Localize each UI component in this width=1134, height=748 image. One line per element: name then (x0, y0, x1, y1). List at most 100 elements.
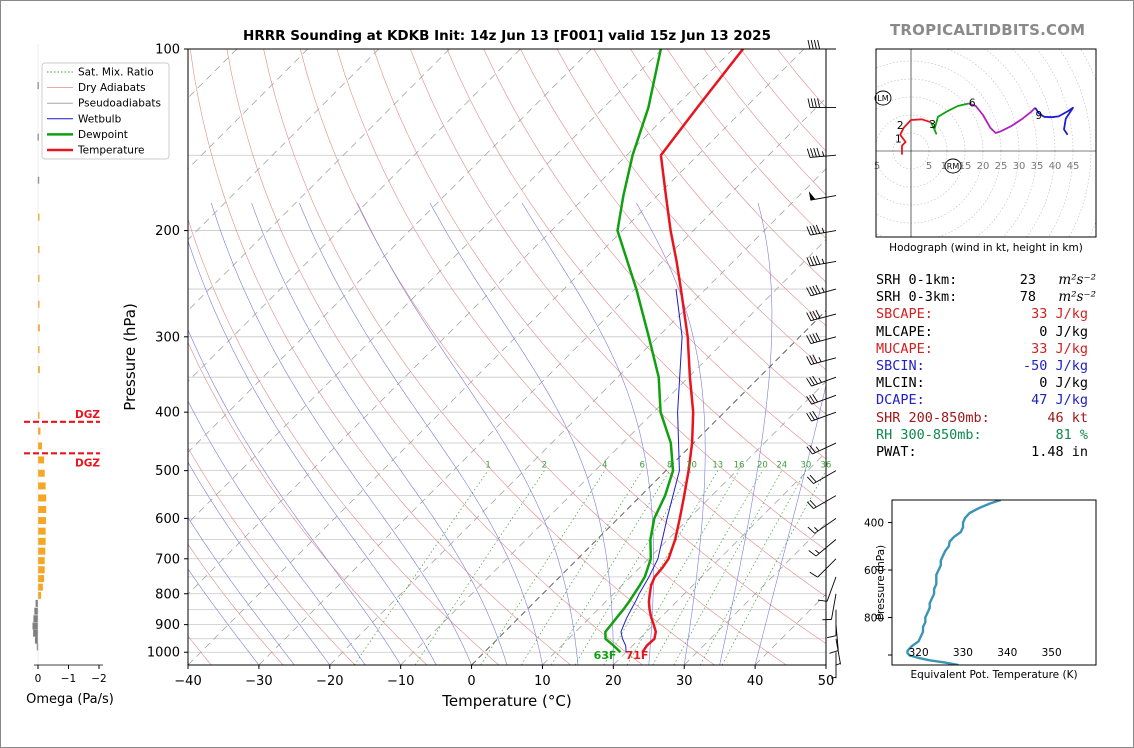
omega-bar (38, 566, 45, 574)
sounding-parameters: m²s⁻² SRH 0-1km: 23 m²s⁻² SRH 0-3km: 78 SBCAPE… (876, 272, 1106, 461)
barb-staff (810, 195, 837, 201)
barb-flag (809, 445, 816, 453)
barb-flag (817, 98, 821, 108)
wind-barb (806, 332, 837, 344)
omega-bar (38, 213, 40, 221)
omega-bar (35, 599, 38, 607)
param-label: SBCAPE: (876, 306, 933, 323)
thetae-x-axis-label: Equivalent Pot. Temperature (K) (910, 669, 1077, 681)
barb-flag (812, 256, 818, 266)
dry-adiabat (226, 49, 643, 665)
thetae-y-axis-label: Pressure (hPa) (875, 545, 887, 620)
y-tick-label: 1000 (147, 646, 180, 661)
omega-bar (38, 246, 40, 254)
mixing-ratio-label: 16 (734, 461, 745, 471)
hodo-clipped (876, 49, 1096, 237)
wind-barb (807, 518, 837, 534)
wind-barb (806, 442, 837, 455)
y-tick-label: 100 (155, 43, 180, 58)
param-value: -50 J/kg (1022, 357, 1088, 374)
barb-staff (810, 154, 837, 158)
hodo-ring-label: 25 (995, 161, 1008, 172)
mixing-ratio-label: 20 (757, 461, 768, 471)
omega-bar (33, 629, 38, 637)
wind-barb (822, 593, 837, 621)
mixing-ratio-line (626, 470, 740, 665)
param-value: 81 % (1055, 426, 1088, 443)
pseudoadiabat (636, 202, 706, 665)
wind-barb (809, 558, 837, 578)
brand-watermark: TROPICALTIDBITS.COM (890, 21, 1086, 39)
mixing-ratio-line (414, 470, 545, 665)
wind-barb (806, 470, 837, 485)
omega-bar (38, 575, 45, 583)
param-label: PWAT: (876, 443, 917, 460)
barb-flag (812, 333, 818, 343)
hodo-ring-label: 45 (1067, 161, 1080, 172)
wind-barb (806, 147, 837, 158)
legend-entry: Dewpoint (78, 129, 128, 141)
barb-staff (814, 518, 837, 534)
barb-staff (811, 376, 837, 387)
legend-entry: Wetbulb (78, 113, 122, 125)
omega-bar (38, 517, 46, 525)
barb-flag (810, 98, 814, 108)
pseudoadiabat (188, 240, 437, 665)
x-tick-label: −20 (316, 674, 343, 689)
param-row: DCAPE: 47 J/kg (876, 392, 1106, 409)
y-tick-label: 900 (155, 618, 180, 633)
barb-flag (812, 393, 818, 403)
barb-flag (809, 411, 815, 421)
barb-flag (812, 410, 818, 420)
dry-adiabat (189, 49, 571, 665)
pseudoadiabat (719, 202, 773, 665)
param-value: 47 J/kg (1031, 392, 1088, 409)
barb-flag (813, 148, 817, 158)
hodo-rm-label: RM (947, 162, 960, 171)
hodo-ring-label: 20 (977, 161, 990, 172)
omega-bar (37, 176, 40, 184)
dgz-label: DGZ (75, 457, 100, 469)
dewpoint-line (604, 49, 675, 654)
omega-bar (38, 300, 40, 308)
param-unit: m²s⁻² (1058, 272, 1096, 288)
x-tick-label: 30 (676, 674, 693, 689)
hodo-segment (899, 118, 932, 155)
x-tick-label: 20 (605, 674, 622, 689)
isotherm (188, 49, 734, 595)
barb-flag (812, 310, 818, 320)
dry-adiabat (446, 49, 826, 505)
barb-flag (806, 501, 814, 509)
barb-staff (810, 230, 837, 236)
chart-title: HRRR Sounding at KDKB Init: 14z Jun 13 [… (243, 28, 771, 44)
x-tick-label: 50 (818, 674, 835, 689)
omega-bar (38, 583, 43, 591)
hodo-ring-label: 35 (1031, 161, 1044, 172)
thetae-x-tick-label: 350 (1042, 647, 1062, 659)
mixing-ratio-line (521, 470, 643, 665)
omega-plot: 0 −1 −2 Omega (Pa/s) DGZ DGZ (24, 44, 114, 707)
hodo-lm-circle (874, 90, 892, 106)
barb-flag (806, 396, 812, 405)
wind-barb (806, 354, 837, 365)
mixing-ratio-line (550, 470, 670, 665)
omega-bar (38, 494, 47, 502)
barb-flag (812, 375, 818, 385)
pseudoadiabat (754, 384, 826, 665)
hodo-segment (968, 102, 1036, 134)
surface-temperature-label: 71F (626, 649, 649, 662)
hodo-height-label: 9 (1035, 110, 1042, 122)
pseudoadiabat (429, 202, 614, 665)
x-tick-label: 40 (747, 674, 764, 689)
mixing-ratio-label: 10 (686, 461, 697, 471)
barb-flag (809, 395, 815, 404)
skewt-frame (187, 48, 827, 666)
barb-flag (812, 225, 818, 235)
y-tick-label: 500 (155, 464, 180, 479)
x-tick-label: 0 (467, 674, 475, 689)
barb-flag (810, 39, 814, 50)
temperature-line (641, 49, 744, 653)
pseudoadiabat (188, 568, 260, 665)
thetae-y-tick-label: 600 (864, 565, 884, 577)
